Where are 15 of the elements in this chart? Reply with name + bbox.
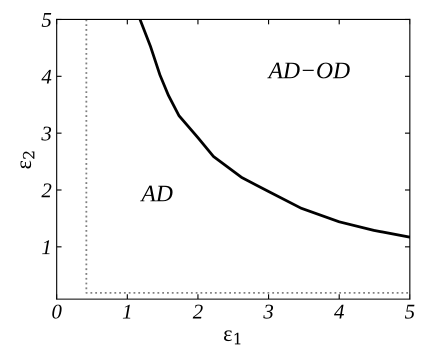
x-tick-label: 0	[52, 304, 62, 319]
y-tick-label: 4	[41, 70, 52, 84]
y-tick-label: 1	[42, 240, 50, 254]
annotation: AD−OD	[267, 62, 350, 78]
y-axis-title: ε$_{2}$	[20, 152, 34, 169]
x-tick-label: 4	[334, 304, 344, 318]
y-tick-label: 2	[41, 183, 52, 198]
x-tick-label: 3	[263, 304, 274, 319]
y-tick-label: 5	[42, 13, 52, 27]
y-tick-label: 3	[41, 126, 52, 141]
x-tick-label: 1	[122, 304, 130, 318]
x-tick-label: 5	[404, 304, 414, 319]
x-axis-title: ε$_{1}$	[224, 330, 240, 344]
annotation: AD	[140, 186, 173, 202]
x-tick-label: 2	[192, 304, 203, 318]
